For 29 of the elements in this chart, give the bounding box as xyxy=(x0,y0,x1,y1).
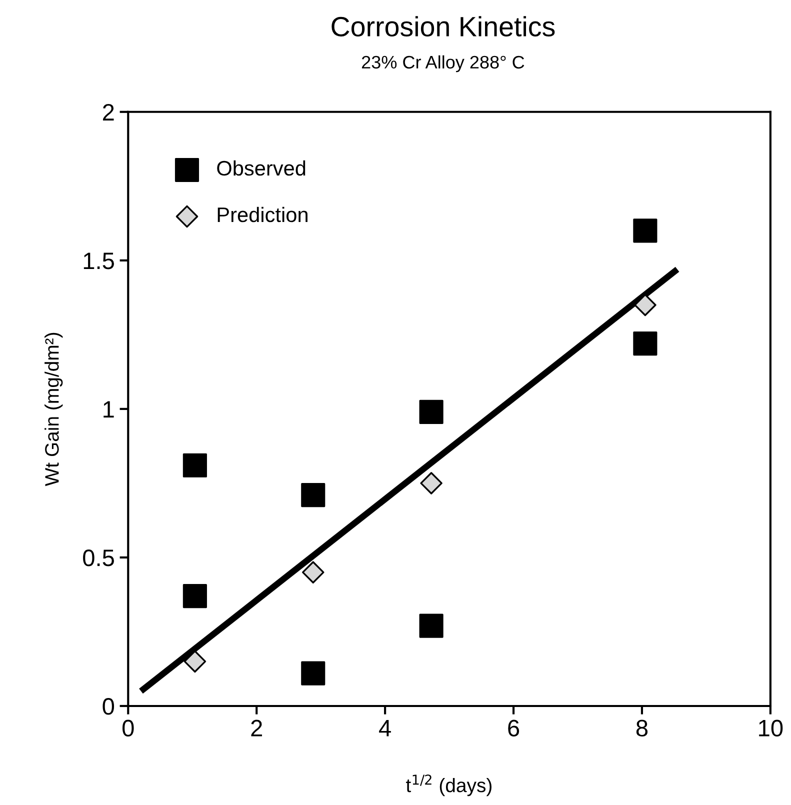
point xyxy=(302,561,324,584)
point xyxy=(184,650,206,673)
point xyxy=(301,483,326,508)
x-tick-label: 10 xyxy=(759,720,783,737)
y-tick-label: 0.5 xyxy=(83,550,114,566)
y-axis-title: Wt Gain (mg/dm²) xyxy=(44,332,63,486)
point xyxy=(419,614,444,638)
legend-label: Observed xyxy=(217,160,306,176)
point xyxy=(633,218,658,243)
x-tick-label: 8 xyxy=(636,720,648,737)
point xyxy=(419,400,444,424)
point xyxy=(634,294,656,316)
x-axis-title: t$^{1/2}$ (days) xyxy=(406,774,492,796)
y-tick-label: 1 xyxy=(104,401,114,418)
point xyxy=(182,453,207,478)
chart-subtitle: 23% Cr Alloy 288° C xyxy=(362,55,524,72)
x-tick-label: 2 xyxy=(251,720,262,736)
x-tick-label: 6 xyxy=(508,720,520,737)
y-tick-label: 2 xyxy=(103,104,114,120)
y-tick-label: 1.5 xyxy=(84,252,114,270)
point xyxy=(633,332,658,356)
x-tick-label: 4 xyxy=(379,720,391,736)
chart-title: Corrosion Kinetics xyxy=(332,16,555,36)
y-tick-label: 0 xyxy=(102,698,114,715)
legend-label: Prediction xyxy=(218,206,308,222)
point xyxy=(182,584,207,608)
x-tick-label: 0 xyxy=(122,720,134,737)
point xyxy=(420,472,442,494)
point xyxy=(301,661,326,686)
